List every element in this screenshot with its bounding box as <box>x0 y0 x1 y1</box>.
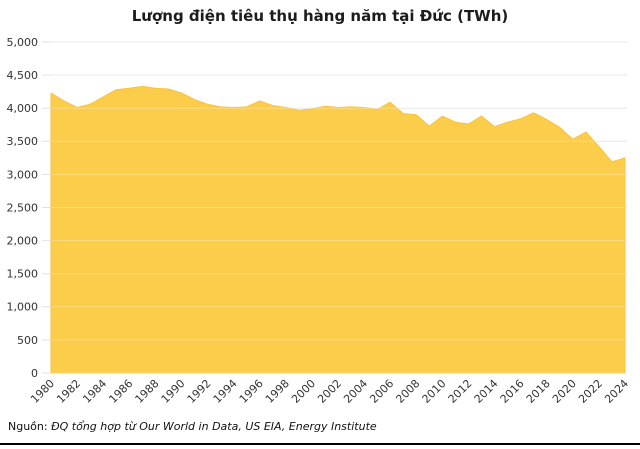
x-axis-tick-label: 2010 <box>420 377 449 406</box>
x-axis-tick-label: 1984 <box>80 377 109 406</box>
source-text: ĐQ tổng hợp từ Our World in Data, US EIA… <box>51 420 377 433</box>
y-axis-tick-label: 4,000 <box>7 102 39 115</box>
x-axis-tick-label: 1980 <box>28 377 57 406</box>
y-axis-tick-label: 1,000 <box>7 301 39 314</box>
x-axis-tick-label: 1996 <box>237 377 266 406</box>
x-axis-tick-label: 2002 <box>315 377 344 406</box>
y-axis-tick-label: 2,000 <box>7 234 39 247</box>
x-axis-tick-label: 1998 <box>263 377 292 406</box>
y-axis-tick-label: 4,500 <box>7 69 39 82</box>
x-axis-tick-label: 2000 <box>289 377 318 406</box>
y-axis-tick-label: 3,000 <box>7 168 39 181</box>
x-axis-tick-label: 2012 <box>446 377 475 406</box>
x-axis-tick-label: 1990 <box>159 377 188 406</box>
x-axis-tick-label: 1994 <box>211 377 240 406</box>
y-axis-tick-label: 1,500 <box>7 268 39 281</box>
source-line: Nguồn: ĐQ tổng hợp từ Our World in Data,… <box>8 420 377 433</box>
bottom-divider-rule <box>0 443 640 445</box>
x-axis-tick-label: 2014 <box>472 377 501 406</box>
chart-title: Lượng điện tiêu thụ hàng năm tại Đức (TW… <box>131 7 509 25</box>
x-axis-tick-label: 1986 <box>106 377 135 406</box>
x-axis-tick-label: 1982 <box>54 377 83 406</box>
y-axis-tick-label: 3,500 <box>7 135 39 148</box>
x-axis-tick-label: 1988 <box>133 377 162 406</box>
source-prefix-label: Nguồn: <box>8 420 48 433</box>
x-axis-tick-label: 2008 <box>393 377 422 406</box>
y-axis-tick-label: 5,000 <box>7 36 39 49</box>
consumption-area-series <box>50 85 626 374</box>
x-axis-tick-label: 2018 <box>524 377 553 406</box>
x-axis-tick-label: 2004 <box>341 377 370 406</box>
x-axis-tick-label: 2020 <box>550 377 579 406</box>
y-axis-tick-label: 0 <box>31 367 38 380</box>
x-axis-tick-label: 1992 <box>185 377 214 406</box>
x-axis-tick-label: 2006 <box>367 377 396 406</box>
x-axis-tick-label: 2022 <box>576 377 605 406</box>
y-axis-tick-label: 2,500 <box>7 201 39 214</box>
y-axis-tick-label: 500 <box>17 334 38 347</box>
x-axis-tick-label: 2016 <box>498 377 527 406</box>
x-axis-tick-label: 2024 <box>602 377 631 406</box>
